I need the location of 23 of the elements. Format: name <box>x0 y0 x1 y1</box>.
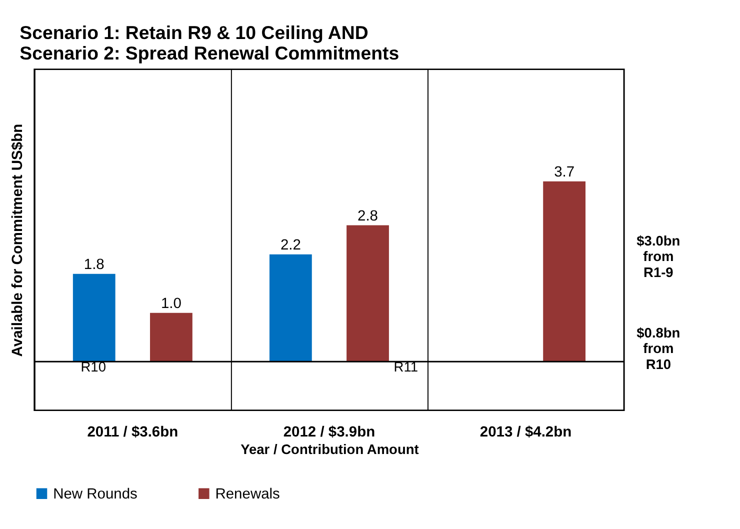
y-axis-title: Available for Commitment US$bn <box>10 124 26 357</box>
annotation: R11 <box>394 360 418 375</box>
x-tick-label: 2012 / $3.9bn <box>283 424 376 440</box>
data-label: 2.8 <box>358 208 378 224</box>
bar <box>150 312 192 362</box>
data-label: 1.8 <box>84 257 104 274</box>
text: Scenario 2: Spread Renewal Commitments <box>20 42 400 64</box>
bar <box>269 254 312 362</box>
x-tick-label: 2011 / $3.6bn <box>87 424 178 440</box>
legend-label: New Rounds <box>53 486 138 503</box>
text: $3.0bn from R1-9 <box>636 233 680 280</box>
bar <box>543 181 586 362</box>
x-tick-label: 2013 / $4.2bn <box>480 424 572 440</box>
text: Scenario 1: Retain R9 & 10 Ceiling AND <box>20 22 368 43</box>
data-label: 2.2 <box>280 238 301 254</box>
bar <box>346 225 389 362</box>
data-label: 1.0 <box>160 296 182 312</box>
x-axis-title: Year / Contribution Amount <box>240 442 420 458</box>
data-label: 3.7 <box>554 164 575 180</box>
annotation: R10 <box>80 360 106 375</box>
text: $0.8bn from R10 <box>636 326 680 372</box>
bar <box>72 274 116 362</box>
legend-label: Renewals <box>215 486 280 503</box>
